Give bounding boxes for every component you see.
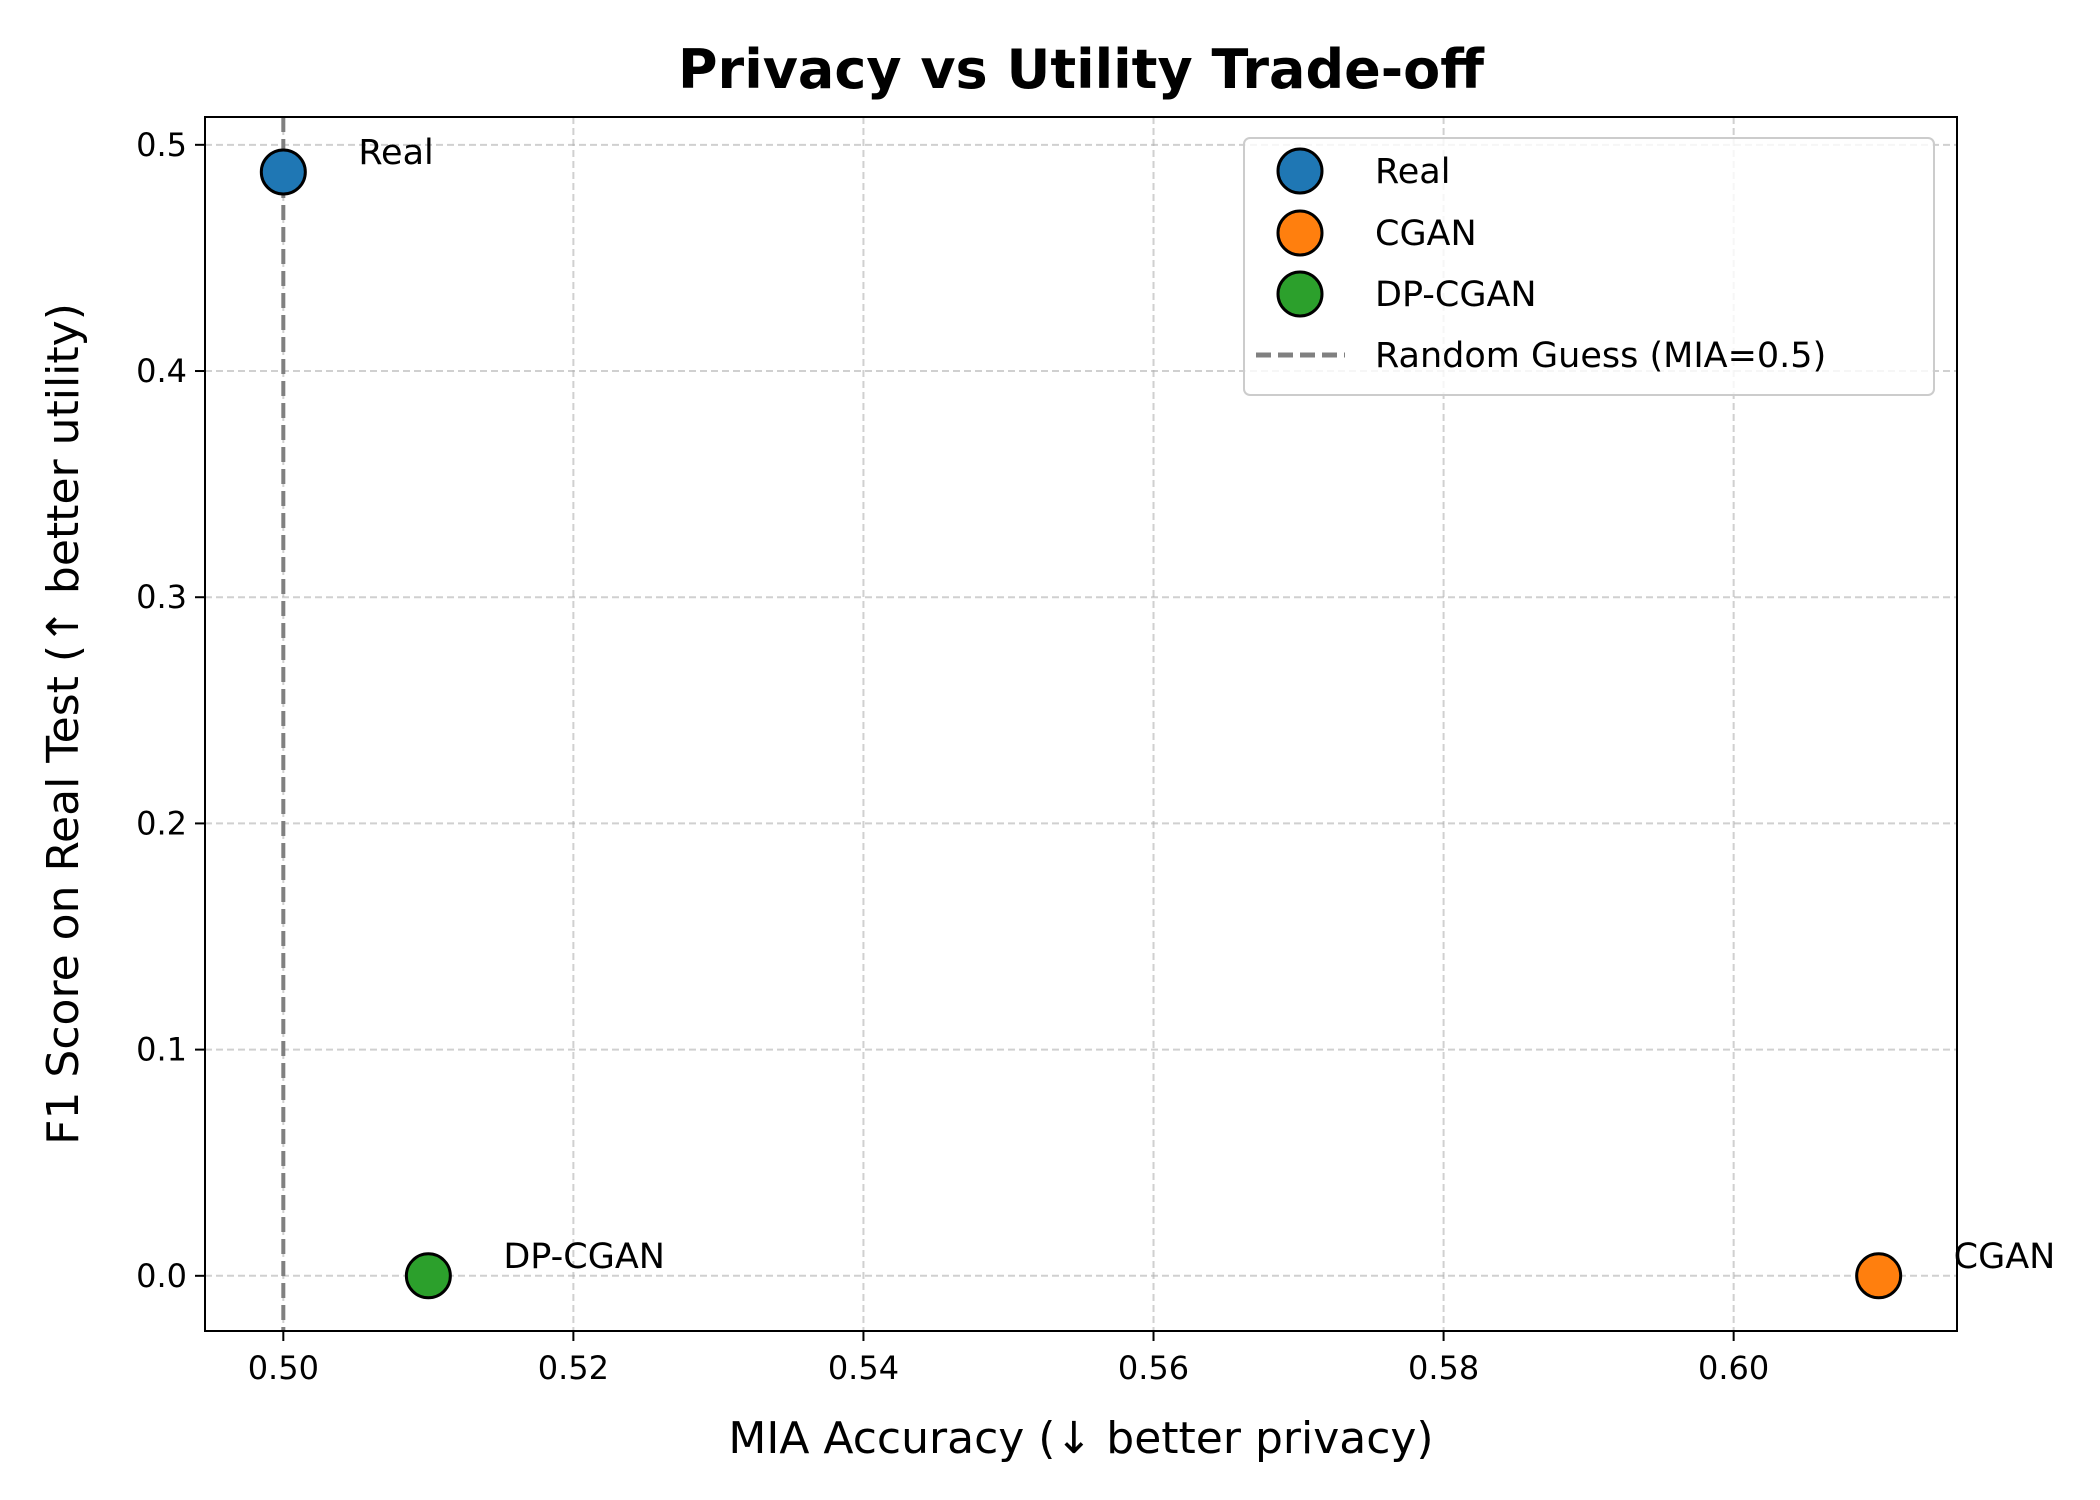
x-tick-label: 0.52 bbox=[538, 1349, 609, 1387]
y-tick-label: 0.1 bbox=[136, 1031, 187, 1069]
y-axis-label: F1 Score on Real Test (↑ better utility) bbox=[38, 303, 89, 1145]
legend-label-dp-cgan: DP-CGAN bbox=[1375, 275, 1537, 315]
point-label-dp-cgan: DP-CGAN bbox=[503, 1237, 665, 1277]
y-tick-label: 0.4 bbox=[136, 352, 187, 390]
legend-label-cgan: CGAN bbox=[1375, 214, 1477, 254]
point-cgan bbox=[1855, 1252, 1903, 1300]
legend: Real CGAN DP-CGAN Random Guess (MIA=0.5) bbox=[1243, 137, 1935, 396]
data-points bbox=[259, 148, 1903, 1300]
y-tick-label: 0.0 bbox=[136, 1257, 187, 1295]
plot-frame bbox=[204, 116, 1958, 1332]
point-label-cgan: CGAN bbox=[1954, 1237, 2056, 1277]
legend-marker-real bbox=[1276, 147, 1324, 195]
point-labels: Real CGAN DP-CGAN bbox=[358, 133, 2055, 1277]
legend-items: Real CGAN DP-CGAN Random Guess (MIA=0.5) bbox=[1256, 147, 1826, 376]
x-axis-ticks: 0.50 0.52 0.54 0.56 0.58 0.60 bbox=[248, 1331, 1769, 1387]
x-tick-label: 0.60 bbox=[1698, 1349, 1769, 1387]
x-axis-label: MIA Accuracy (↓ better privacy) bbox=[728, 1413, 1433, 1464]
legend-box bbox=[1243, 137, 1935, 396]
point-dp-cgan bbox=[404, 1252, 452, 1300]
x-tick-label: 0.58 bbox=[1408, 1349, 1479, 1387]
y-tick-label: 0.2 bbox=[136, 804, 187, 842]
legend-label-real: Real bbox=[1375, 152, 1450, 192]
legend-marker-dp-cgan bbox=[1276, 270, 1324, 318]
y-tick-label: 0.5 bbox=[136, 126, 187, 164]
x-tick-label: 0.56 bbox=[1118, 1349, 1189, 1387]
point-real bbox=[259, 148, 307, 196]
y-tick-label: 0.3 bbox=[136, 578, 187, 616]
x-tick-label: 0.50 bbox=[248, 1349, 319, 1387]
legend-label-random-guess: Random Guess (MIA=0.5) bbox=[1375, 336, 1826, 376]
legend-marker-cgan bbox=[1276, 209, 1324, 257]
y-axis-ticks: 0.0 0.1 0.2 0.3 0.4 0.5 bbox=[136, 126, 205, 1295]
x-tick-label: 0.54 bbox=[828, 1349, 899, 1387]
chart-title: Privacy vs Utility Trade-off bbox=[678, 38, 1485, 101]
point-label-real: Real bbox=[358, 133, 433, 173]
